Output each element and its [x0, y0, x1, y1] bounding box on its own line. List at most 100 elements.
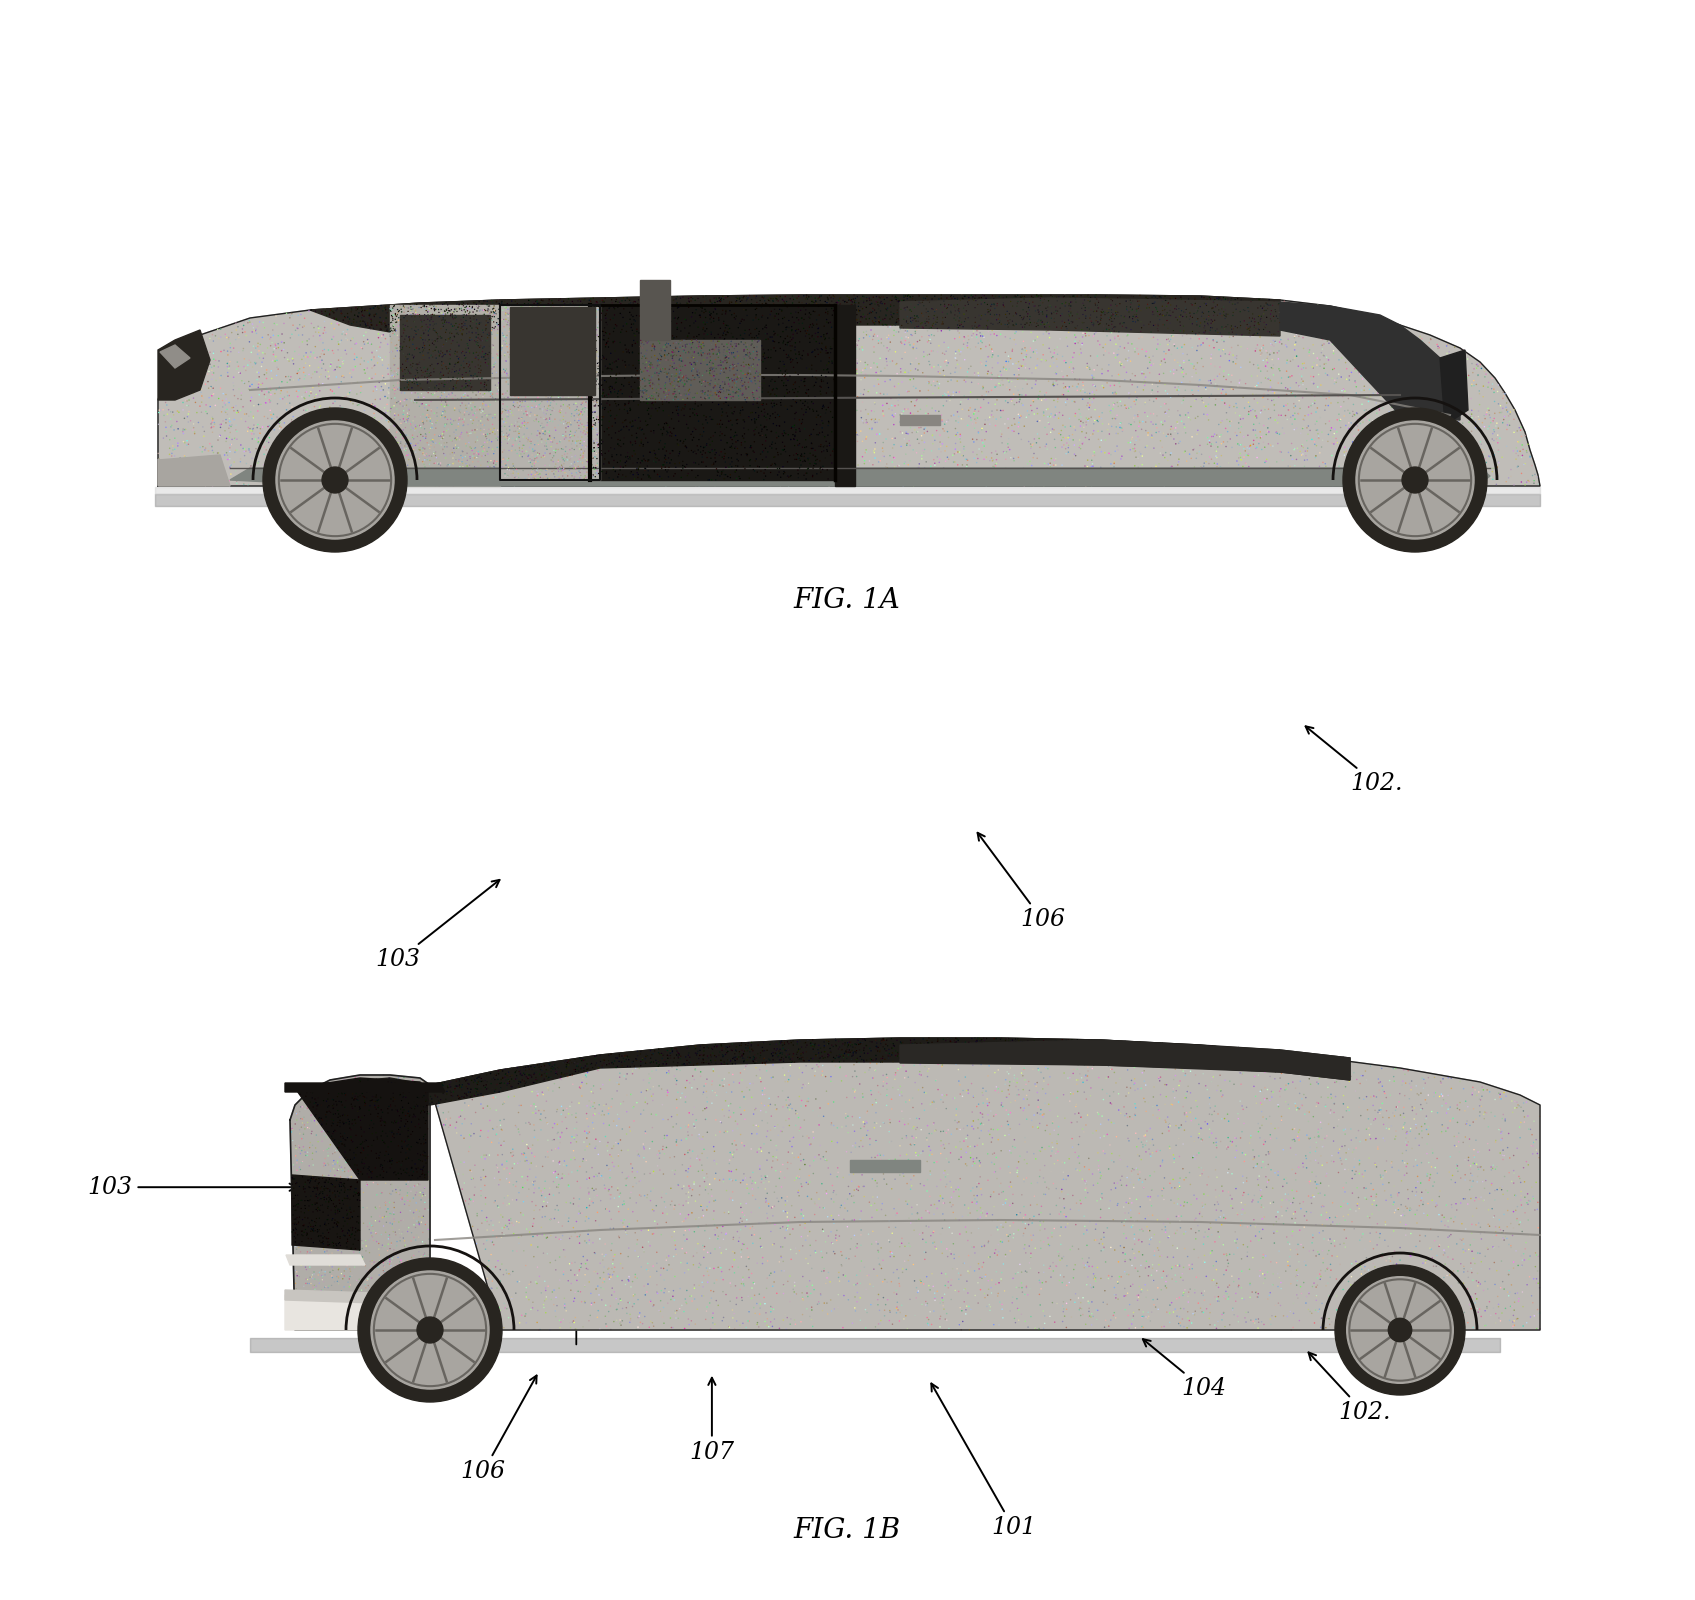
Point [1012, 1202, 1039, 1227]
Point [920, 1088, 948, 1114]
Point [566, 402, 593, 427]
Point [753, 1058, 780, 1083]
Point [410, 379, 437, 405]
Point [561, 291, 588, 317]
Point [575, 410, 602, 435]
Point [1146, 419, 1173, 445]
Point [1309, 333, 1336, 358]
Point [1190, 306, 1217, 331]
Point [261, 450, 288, 475]
Point [693, 299, 720, 325]
Point [412, 1197, 439, 1222]
Point [1195, 304, 1222, 330]
Point [820, 1027, 848, 1053]
Point [771, 358, 798, 384]
Point [522, 1094, 549, 1120]
Point [242, 461, 270, 486]
Point [471, 370, 498, 395]
Point [1222, 466, 1249, 491]
Point [941, 302, 968, 328]
Point [942, 1278, 970, 1304]
Point [222, 440, 249, 466]
Point [1193, 1173, 1220, 1198]
Point [598, 442, 625, 467]
Point [661, 461, 688, 486]
Point [536, 418, 563, 443]
Point [1412, 1309, 1439, 1334]
Point [771, 410, 798, 435]
Point [837, 1226, 864, 1251]
Point [434, 338, 461, 363]
Point [717, 376, 744, 402]
Point [395, 296, 422, 322]
Point [580, 429, 607, 454]
Point [1361, 312, 1388, 338]
Point [756, 1262, 783, 1288]
Point [370, 1085, 397, 1110]
Point [1163, 1203, 1190, 1229]
Point [1120, 1030, 1148, 1056]
Point [1141, 294, 1168, 320]
Point [405, 349, 432, 374]
Point [283, 1213, 310, 1238]
Point [1203, 1165, 1231, 1190]
Point [564, 1058, 592, 1083]
Point [1176, 315, 1203, 341]
Point [241, 394, 268, 419]
Point [1446, 1090, 1473, 1115]
Point [1000, 302, 1027, 328]
Point [547, 318, 575, 344]
Point [541, 286, 568, 312]
Point [325, 331, 353, 357]
Point [571, 429, 598, 454]
Point [368, 1270, 395, 1296]
Point [319, 1150, 346, 1176]
Point [637, 373, 664, 398]
Point [381, 1078, 408, 1104]
Point [659, 382, 686, 408]
Point [870, 1045, 897, 1070]
Point [710, 390, 737, 416]
Point [363, 1128, 390, 1154]
Point [324, 1083, 351, 1109]
Point [532, 458, 559, 483]
Point [1342, 429, 1370, 454]
Point [363, 1082, 390, 1107]
Point [1010, 1098, 1037, 1123]
Point [554, 290, 581, 315]
Point [370, 309, 397, 334]
Point [329, 1118, 356, 1144]
Point [1085, 1066, 1112, 1091]
Point [468, 430, 495, 456]
Point [1246, 288, 1273, 314]
Point [1500, 406, 1527, 432]
Point [878, 1040, 905, 1066]
Point [741, 1101, 768, 1126]
Point [1137, 1227, 1164, 1253]
Point [334, 1214, 361, 1240]
Point [675, 1050, 702, 1075]
Point [327, 1074, 354, 1099]
Point [1178, 378, 1205, 403]
Point [732, 386, 759, 411]
Point [844, 302, 871, 328]
Point [1188, 299, 1215, 325]
Point [564, 472, 592, 498]
Point [1397, 387, 1424, 413]
Point [1041, 1150, 1068, 1176]
Point [749, 469, 776, 494]
Point [412, 446, 439, 472]
Point [993, 304, 1020, 330]
Point [1297, 1168, 1324, 1194]
Point [1512, 422, 1539, 448]
Point [405, 1298, 432, 1323]
Point [798, 435, 825, 461]
Point [332, 325, 359, 350]
Point [598, 1086, 625, 1112]
Point [717, 1104, 744, 1130]
Point [344, 1170, 371, 1195]
Point [476, 418, 503, 443]
Point [607, 344, 634, 370]
Point [400, 1200, 427, 1226]
Point [417, 363, 444, 389]
